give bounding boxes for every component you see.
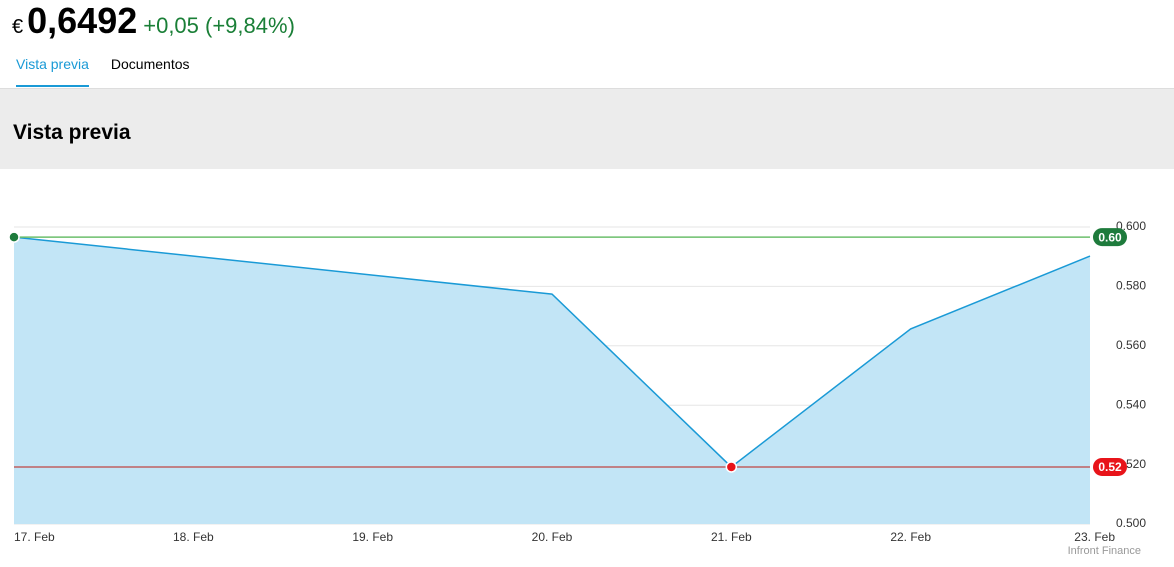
extreme-marker — [725, 461, 738, 473]
x-tick-label: 18. Feb — [173, 530, 214, 544]
y-tick-label: 0.500 — [1116, 516, 1146, 530]
section-header: Vista previa — [0, 88, 1174, 169]
reference-label: 0.60 — [1098, 230, 1122, 244]
y-tick-label: 0.540 — [1116, 397, 1146, 411]
y-tick-label: 0.580 — [1116, 279, 1146, 293]
tab[interactable]: Documentos — [110, 56, 190, 72]
tabs: Vista previa Documentos — [16, 56, 190, 87]
x-tick-label: 23. Feb — [1074, 530, 1115, 544]
currency: € — [12, 16, 24, 38]
x-tick-label: 17. Feb — [14, 530, 55, 544]
credit: Infront Finance — [1068, 545, 1141, 557]
x-tick-label: 19. Feb — [352, 530, 393, 544]
section-title: Vista previa — [13, 121, 131, 144]
price-change: +0,05 (+9,84%) — [143, 13, 295, 38]
price: 0,6492 — [27, 0, 138, 41]
area-fill — [14, 237, 1090, 524]
x-tick-label: 22. Feb — [890, 530, 931, 544]
quote-header: € 0,6492 +0,05 (+9,84%) — [12, 0, 295, 41]
reference-label: 0.52 — [1098, 460, 1122, 474]
tab[interactable]: Vista previa — [16, 56, 89, 87]
reference-badge — [1093, 457, 1127, 476]
x-tick-label: 20. Feb — [532, 530, 573, 544]
x-tick-label: 21. Feb — [711, 530, 752, 544]
reference-badge — [1093, 228, 1127, 247]
extreme-marker — [8, 231, 20, 243]
y-tick-label: 0.600 — [1116, 219, 1146, 233]
y-tick-label: 0.560 — [1116, 338, 1146, 352]
